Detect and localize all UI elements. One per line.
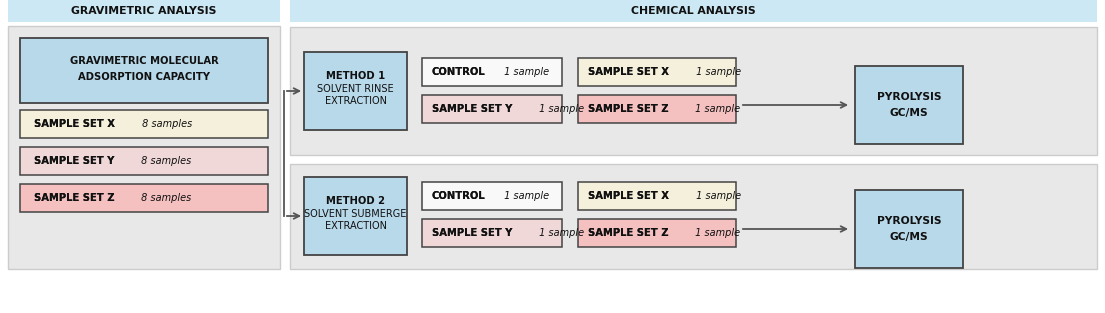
Text: SAMPLE SET Z: SAMPLE SET Z [34, 193, 115, 203]
Text: SAMPLE SET Y: SAMPLE SET Y [34, 156, 115, 166]
Bar [304, 177, 407, 255]
Text: SAMPLE SET Y: SAMPLE SET Y [432, 104, 513, 114]
Text: GRAVIMETRIC ANALYSIS: GRAVIMETRIC ANALYSIS [72, 6, 217, 16]
Bar [290, 27, 1097, 155]
Text: 1 sample: 1 sample [693, 191, 740, 201]
Text: METHOD 2: METHOD 2 [326, 196, 385, 206]
Text: GC/MS: GC/MS [890, 232, 928, 242]
Text: 1 sample: 1 sample [502, 67, 549, 77]
Text: 1 sample: 1 sample [502, 191, 549, 201]
Text: PYROLYSIS: PYROLYSIS [876, 92, 941, 102]
Text: CONTROL: CONTROL [432, 67, 486, 77]
Bar [422, 219, 562, 247]
Text: SAMPLE SET Y: SAMPLE SET Y [432, 228, 513, 238]
Text: SAMPLE SET X: SAMPLE SET X [588, 191, 669, 201]
Text: 8 samples: 8 samples [138, 119, 192, 129]
Text: SAMPLE SET Y: SAMPLE SET Y [432, 228, 513, 238]
Text: PYROLYSIS: PYROLYSIS [876, 216, 941, 226]
Text: EXTRACTION: EXTRACTION [325, 221, 387, 231]
Bar [20, 147, 269, 175]
Bar [855, 66, 962, 144]
Bar [304, 52, 407, 130]
Bar [855, 190, 962, 268]
Text: 1 sample: 1 sample [536, 104, 583, 114]
Bar [578, 58, 736, 86]
Text: METHOD 1: METHOD 1 [326, 71, 386, 81]
Bar [20, 110, 269, 138]
Text: SAMPLE SET Z: SAMPLE SET Z [588, 228, 669, 238]
Text: CONTROL: CONTROL [432, 191, 486, 201]
Text: GRAVIMETRIC MOLECULAR: GRAVIMETRIC MOLECULAR [70, 57, 219, 66]
Text: SOLVENT RINSE: SOLVENT RINSE [317, 84, 393, 94]
Bar [8, 26, 280, 269]
Text: SAMPLE SET Y: SAMPLE SET Y [432, 104, 513, 114]
Text: 1 sample: 1 sample [692, 104, 740, 114]
Bar [578, 219, 736, 247]
Text: SAMPLE SET X: SAMPLE SET X [588, 191, 669, 201]
Text: SAMPLE SET Y: SAMPLE SET Y [34, 156, 115, 166]
Text: SAMPLE SET X: SAMPLE SET X [588, 67, 669, 77]
Text: CONTROL: CONTROL [432, 191, 486, 201]
Text: SOLVENT SUBMERGE: SOLVENT SUBMERGE [304, 209, 407, 219]
Text: SAMPLE SET Z: SAMPLE SET Z [588, 104, 669, 114]
Text: 1 sample: 1 sample [692, 228, 740, 238]
Bar [422, 95, 562, 123]
Text: GC/MS: GC/MS [890, 108, 928, 118]
Text: SAMPLE SET Z: SAMPLE SET Z [588, 228, 669, 238]
Bar [8, 0, 280, 22]
Text: 8 samples: 8 samples [138, 156, 191, 166]
Text: 1 sample: 1 sample [693, 67, 740, 77]
Bar [422, 182, 562, 210]
Text: CHEMICAL ANALYSIS: CHEMICAL ANALYSIS [631, 6, 756, 16]
Text: 1 sample: 1 sample [536, 228, 583, 238]
Text: SAMPLE SET Z: SAMPLE SET Z [588, 104, 669, 114]
Text: SAMPLE SET Z: SAMPLE SET Z [34, 193, 115, 203]
Bar [578, 182, 736, 210]
Bar [20, 184, 269, 212]
Text: 8 samples: 8 samples [138, 193, 191, 203]
Text: CONTROL: CONTROL [432, 67, 486, 77]
Bar [422, 58, 562, 86]
Text: SAMPLE SET X: SAMPLE SET X [34, 119, 115, 129]
Bar [20, 38, 269, 103]
Bar [578, 95, 736, 123]
Bar [290, 0, 1097, 22]
Bar [290, 164, 1097, 269]
Text: EXTRACTION: EXTRACTION [325, 96, 387, 106]
Text: ADSORPTION CAPACITY: ADSORPTION CAPACITY [78, 71, 210, 81]
Text: SAMPLE SET X: SAMPLE SET X [588, 67, 669, 77]
Text: SAMPLE SET X: SAMPLE SET X [34, 119, 115, 129]
